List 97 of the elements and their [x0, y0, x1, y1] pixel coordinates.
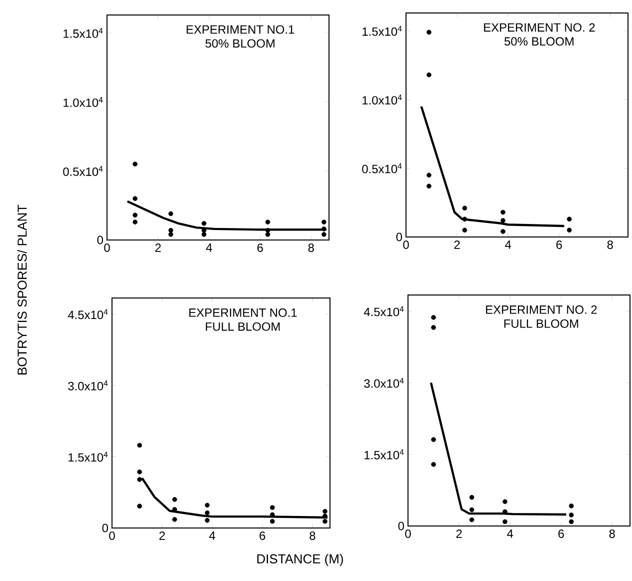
point — [500, 210, 506, 215]
x-tick-label: 8 — [609, 530, 615, 538]
point — [426, 30, 432, 35]
point — [426, 72, 432, 78]
point — [566, 216, 572, 222]
x-tick-label: 4 — [209, 532, 216, 540]
x-tick-label: 8 — [310, 532, 316, 540]
line-series — [420, 105, 566, 228]
point — [431, 437, 436, 442]
point — [322, 518, 328, 524]
point — [500, 229, 506, 234]
y-tick-label: 1.5x10$^{4}$ — [64, 28, 103, 38]
x-tick-label: 6 — [257, 244, 263, 252]
point — [568, 519, 574, 524]
point — [469, 494, 474, 500]
text: EXPERIMENT NO.1 — [186, 25, 294, 34]
x-axis-title: DISTANCE (M) — [257, 554, 343, 566]
point — [132, 220, 138, 224]
point — [469, 517, 474, 522]
point — [172, 517, 178, 522]
x-tick-label: 4 — [206, 244, 212, 252]
point — [137, 442, 142, 448]
point — [568, 504, 574, 508]
x-tick-label: 4 — [507, 530, 514, 538]
y-axis-title: BOTRYTIS SPORES/ PLANT — [17, 204, 27, 374]
x-tick-label: 2 — [454, 240, 460, 249]
point — [322, 508, 328, 514]
line-series — [430, 382, 568, 516]
point — [500, 218, 506, 223]
y-tick-label: 1.0x10$^{4}$ — [362, 94, 402, 105]
point — [469, 507, 474, 512]
text: 50% BLOOM — [205, 39, 274, 48]
point — [204, 502, 210, 508]
x-tick-label: 0 — [109, 532, 115, 540]
x-tick-label: 6 — [558, 530, 564, 538]
point — [426, 184, 432, 189]
x-tick-label: 8 — [308, 244, 314, 252]
y-tick-label: 1.5x10$^{4}$ — [362, 26, 402, 36]
text: EXPERIMENT NO.1 — [189, 308, 297, 317]
point — [168, 211, 174, 216]
x-tick-label: 2 — [159, 532, 165, 540]
point — [265, 220, 270, 224]
point — [168, 232, 174, 237]
text: FULL BLOOM — [504, 319, 578, 328]
x-tick-label: 8 — [607, 240, 613, 249]
point — [202, 221, 206, 226]
point — [426, 172, 432, 178]
point — [132, 162, 138, 166]
y-tick-label: 3.0x10$^{4}$ — [68, 380, 108, 390]
y-tick-label: 1.5x10$^{4}$ — [68, 452, 108, 462]
point — [204, 518, 210, 523]
x-tick-label: 6 — [260, 532, 266, 540]
x-tick-label: 4 — [505, 240, 512, 249]
y-tick-label: 0.5x10$^{4}$ — [362, 163, 402, 174]
x-tick-label: 6 — [556, 240, 562, 249]
point — [172, 497, 178, 502]
point — [168, 228, 174, 233]
y-tick-label: 0.5x10$^{4}$ — [63, 166, 103, 176]
y-tick-label: 0 — [396, 232, 402, 242]
text: FULL BLOOM — [206, 322, 280, 331]
point — [321, 232, 326, 237]
point — [265, 232, 270, 237]
point — [137, 470, 142, 474]
point — [137, 504, 142, 509]
x-tick-label: 2 — [456, 530, 462, 538]
point — [462, 206, 468, 211]
point — [270, 518, 275, 524]
point — [431, 462, 436, 467]
point — [462, 228, 468, 233]
point — [132, 212, 138, 218]
point — [566, 228, 572, 233]
y-tick-label: 0 — [398, 522, 404, 530]
x-tick-label: 2 — [155, 244, 161, 252]
point — [270, 505, 275, 510]
point — [431, 315, 436, 320]
y-tick-label: 1.0x10$^{4}$ — [64, 96, 103, 107]
point — [204, 510, 210, 516]
y-tick-label: 3.0x10$^{4}$ — [364, 378, 404, 388]
point — [431, 325, 436, 330]
text: EXPERIMENT NO. 2 — [484, 23, 595, 32]
point — [202, 232, 206, 237]
point — [321, 220, 326, 224]
text: 50% BLOOM — [504, 37, 574, 46]
y-tick-label: 4.5x10$^{4}$ — [364, 306, 404, 316]
point — [321, 226, 326, 232]
point — [568, 512, 574, 518]
y-tick-label: 1.5x10$^{4}$ — [364, 449, 404, 460]
point — [132, 196, 138, 201]
y-tick-label: 0 — [102, 524, 108, 532]
point — [502, 519, 508, 524]
x-tick-label: 0 — [405, 530, 411, 538]
point — [502, 499, 508, 504]
point — [137, 477, 142, 482]
point — [265, 228, 270, 233]
y-tick-label: 4.5x10$^{4}$ — [68, 309, 108, 320]
point — [462, 216, 468, 222]
text: EXPERIMENT NO. 2 — [486, 305, 597, 314]
